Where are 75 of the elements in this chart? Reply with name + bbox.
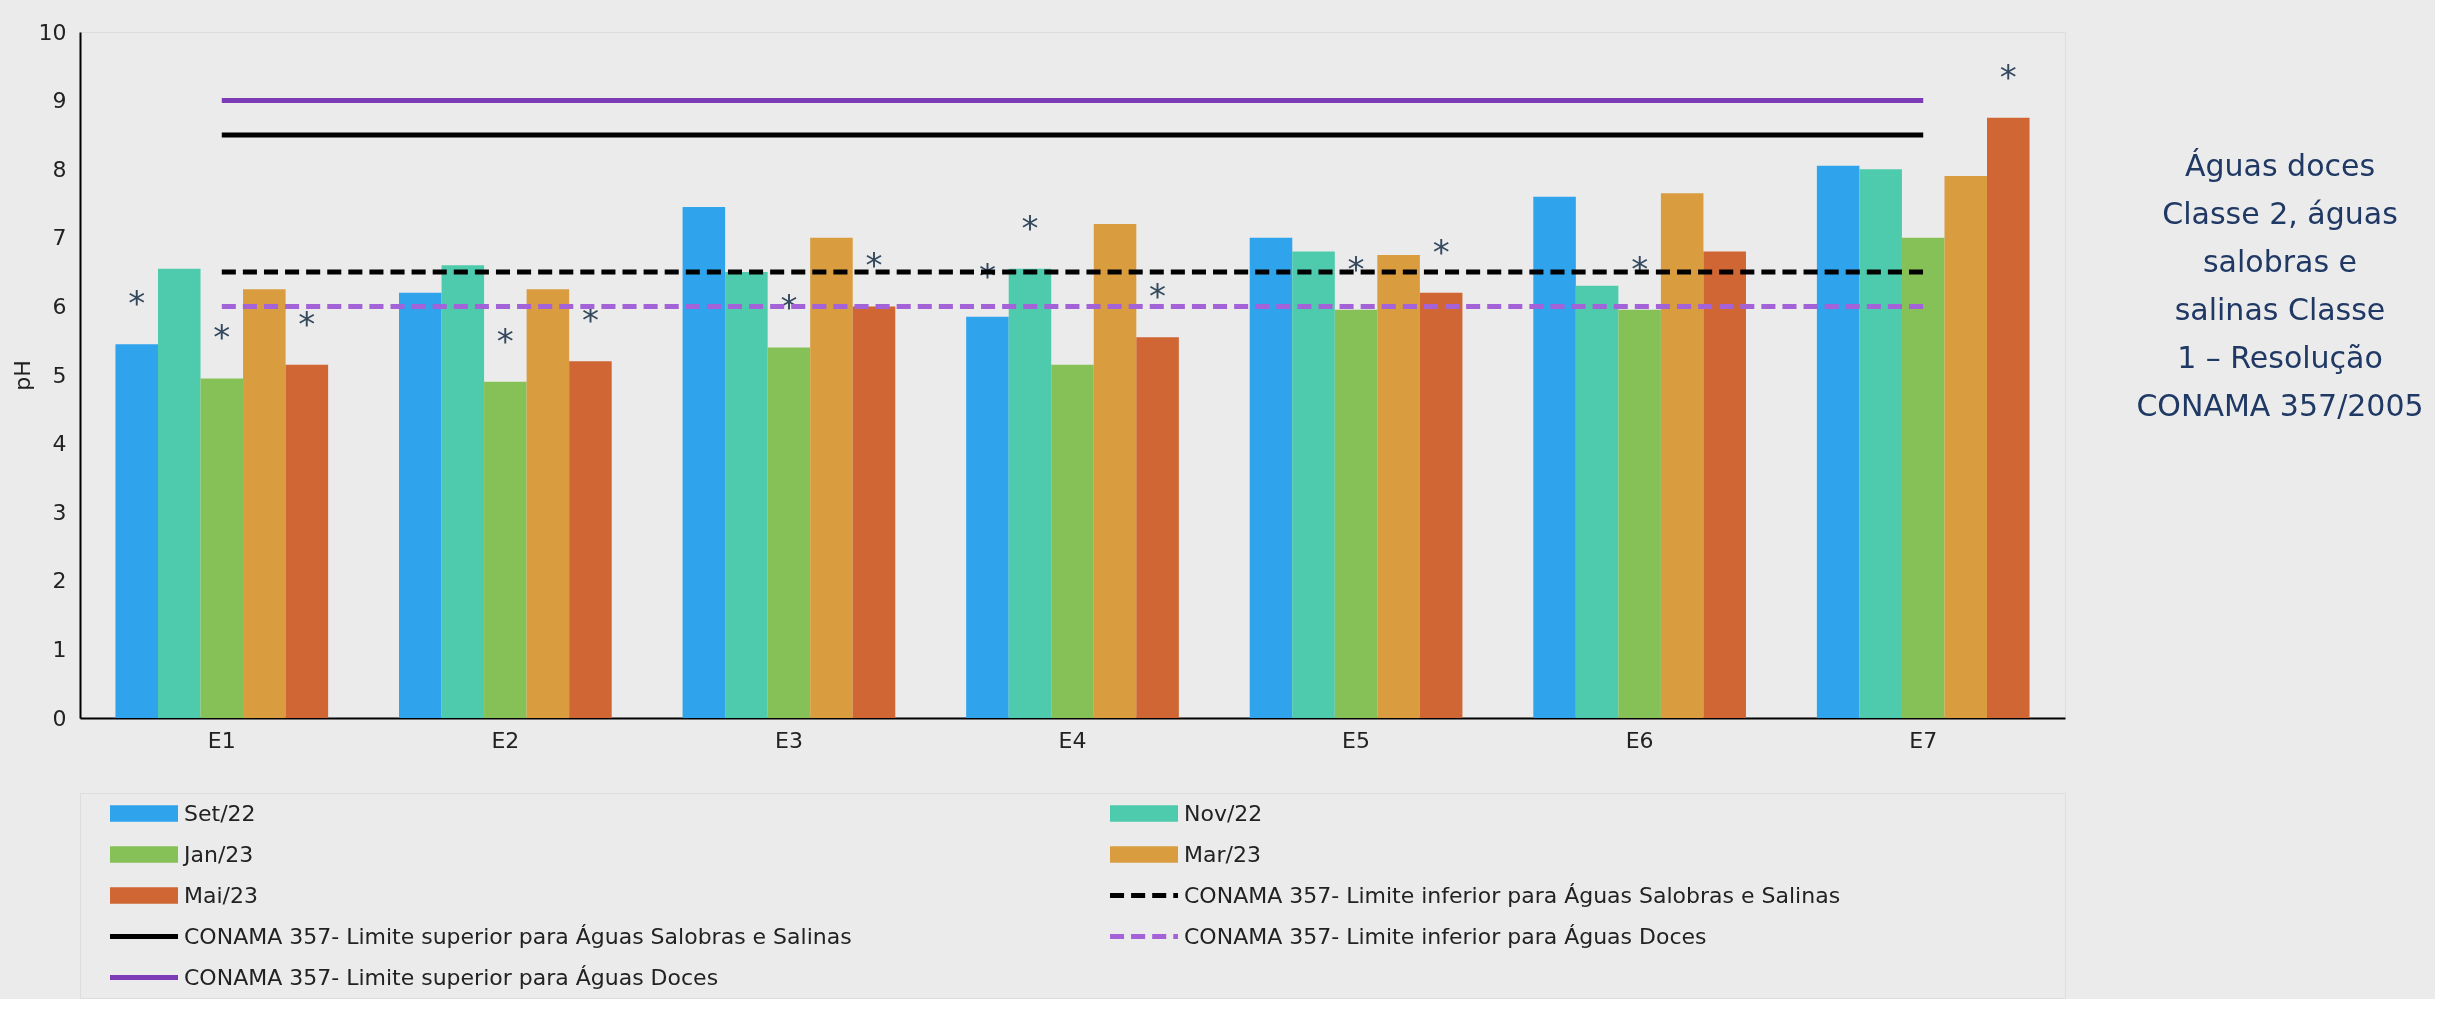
- legend-label: Mai/23: [184, 882, 258, 908]
- bar: [852, 306, 896, 718]
- bar: [682, 206, 726, 718]
- legend-label: Set/22: [184, 800, 256, 826]
- bar: [1660, 193, 1704, 718]
- bar: [1703, 251, 1746, 718]
- legend-label: Mar/23: [1184, 841, 1261, 867]
- bar: [115, 344, 158, 718]
- legend-label: CONAMA 357- Limite superior para Águas Doces: [184, 964, 719, 990]
- x-tick-label: E3: [774, 727, 803, 753]
- bar: [810, 237, 853, 718]
- y-tick-label: 8: [52, 156, 67, 182]
- data-label: *: [128, 283, 146, 324]
- bar: [1136, 337, 1179, 718]
- data-label: *: [581, 300, 599, 341]
- legend-label: CONAMA 357- Limite inferior para Águas Salobras e Salinas: [1184, 882, 1841, 908]
- data-label: *: [1149, 276, 1167, 317]
- y-tick-label: 3: [52, 499, 67, 525]
- bar: [1051, 364, 1094, 718]
- data-label: *: [213, 317, 231, 358]
- bar: [441, 265, 485, 718]
- bar: [1334, 309, 1378, 718]
- data-label: *: [496, 320, 514, 361]
- text: Águas doces Classe 2, águas salobras e salinas Classe 1 – Resolução CONAMA 357/2005: [2136, 148, 2424, 423]
- y-tick-label: 10: [38, 19, 67, 45]
- bar: [569, 361, 612, 718]
- x-tick-label: E1: [207, 727, 236, 753]
- bar: [1987, 117, 2030, 718]
- bar: [966, 316, 1009, 718]
- x-tick-label: E4: [1058, 727, 1087, 753]
- x-tick-label: E7: [1909, 727, 1938, 753]
- bar: [285, 364, 329, 718]
- bar: [157, 268, 201, 718]
- bar: [1618, 309, 1661, 718]
- bar: [484, 381, 527, 718]
- x-tick-label: E5: [1342, 727, 1371, 753]
- data-label: *: [298, 303, 316, 344]
- bar: [1008, 268, 1052, 718]
- bar: [1575, 285, 1619, 718]
- y-tick-label: 6: [52, 293, 67, 319]
- bar: [526, 289, 570, 718]
- bar: [1249, 237, 1293, 718]
- bar: [1944, 176, 1988, 718]
- legend-label: CONAMA 357- Limite inferior para Águas Doces: [1184, 923, 1707, 949]
- y-tick-label: 1: [52, 636, 67, 662]
- bar: [399, 292, 442, 718]
- bar: [1533, 196, 1576, 718]
- data-label: *: [1999, 56, 2017, 97]
- data-label: *: [1347, 248, 1365, 289]
- legend-label: CONAMA 357- Limite superior para Águas Salobras e Salinas: [184, 923, 852, 949]
- bar: [1859, 169, 1902, 718]
- y-tick-label: 2: [52, 568, 67, 594]
- bar: [1901, 237, 1945, 718]
- y-tick-label: 4: [52, 431, 67, 457]
- x-tick-label: E6: [1625, 727, 1654, 753]
- bar: [767, 347, 811, 718]
- data-label: *: [865, 245, 883, 286]
- data-label: *: [1432, 231, 1450, 272]
- y-tick-label: 0: [52, 705, 67, 731]
- bar: [243, 289, 286, 718]
- bar: [1377, 254, 1420, 718]
- y-tick-label: 5: [52, 362, 67, 388]
- bar: [200, 378, 244, 718]
- y-tick-label: 9: [52, 88, 67, 114]
- bar: [725, 272, 768, 718]
- y-axis-title: pH: [9, 360, 35, 391]
- bar: [1419, 292, 1463, 718]
- legend-label: Jan/23: [182, 841, 254, 867]
- legend-label: Nov/22: [1184, 800, 1263, 826]
- bar: [1292, 251, 1335, 718]
- x-tick-label: E2: [491, 727, 520, 753]
- bar: [1093, 224, 1137, 718]
- data-label: *: [1021, 207, 1039, 248]
- bar: [1816, 165, 1860, 718]
- y-tick-label: 7: [52, 225, 67, 251]
